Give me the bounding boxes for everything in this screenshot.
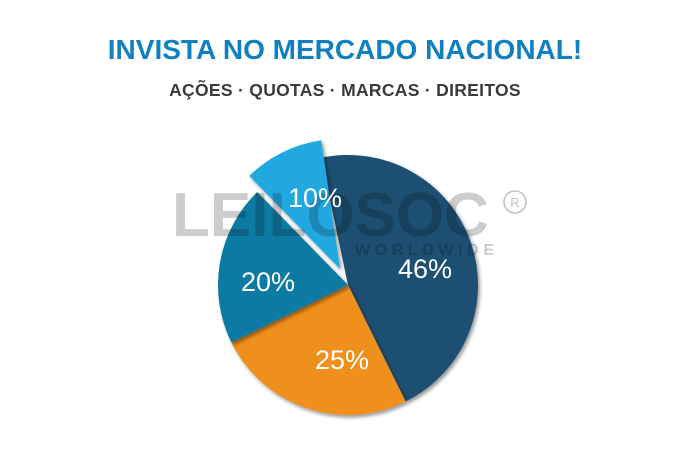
- svg-text:R: R: [510, 195, 519, 210]
- svg-text:10%: 10%: [288, 183, 342, 213]
- svg-text:20%: 20%: [241, 267, 295, 297]
- svg-text:25%: 25%: [315, 345, 369, 375]
- svg-text:46%: 46%: [398, 254, 452, 284]
